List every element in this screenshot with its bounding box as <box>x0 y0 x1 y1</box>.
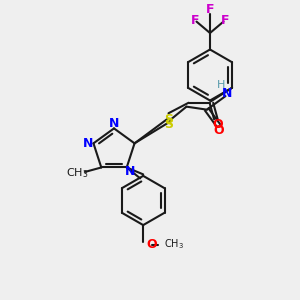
Text: N: N <box>125 165 136 178</box>
Text: N: N <box>221 87 232 100</box>
Text: F: F <box>206 3 214 16</box>
Text: F: F <box>191 14 199 27</box>
Text: H: H <box>217 80 225 90</box>
Text: F: F <box>221 14 229 27</box>
Text: CH$_3$: CH$_3$ <box>66 167 88 180</box>
Text: O: O <box>213 124 224 137</box>
Text: S: S <box>164 113 173 126</box>
Text: N: N <box>109 116 119 130</box>
Text: S: S <box>164 118 173 130</box>
Text: O: O <box>212 118 223 131</box>
Text: N: N <box>83 137 93 150</box>
Text: CH$_3$: CH$_3$ <box>164 238 184 251</box>
Text: O: O <box>146 238 157 251</box>
